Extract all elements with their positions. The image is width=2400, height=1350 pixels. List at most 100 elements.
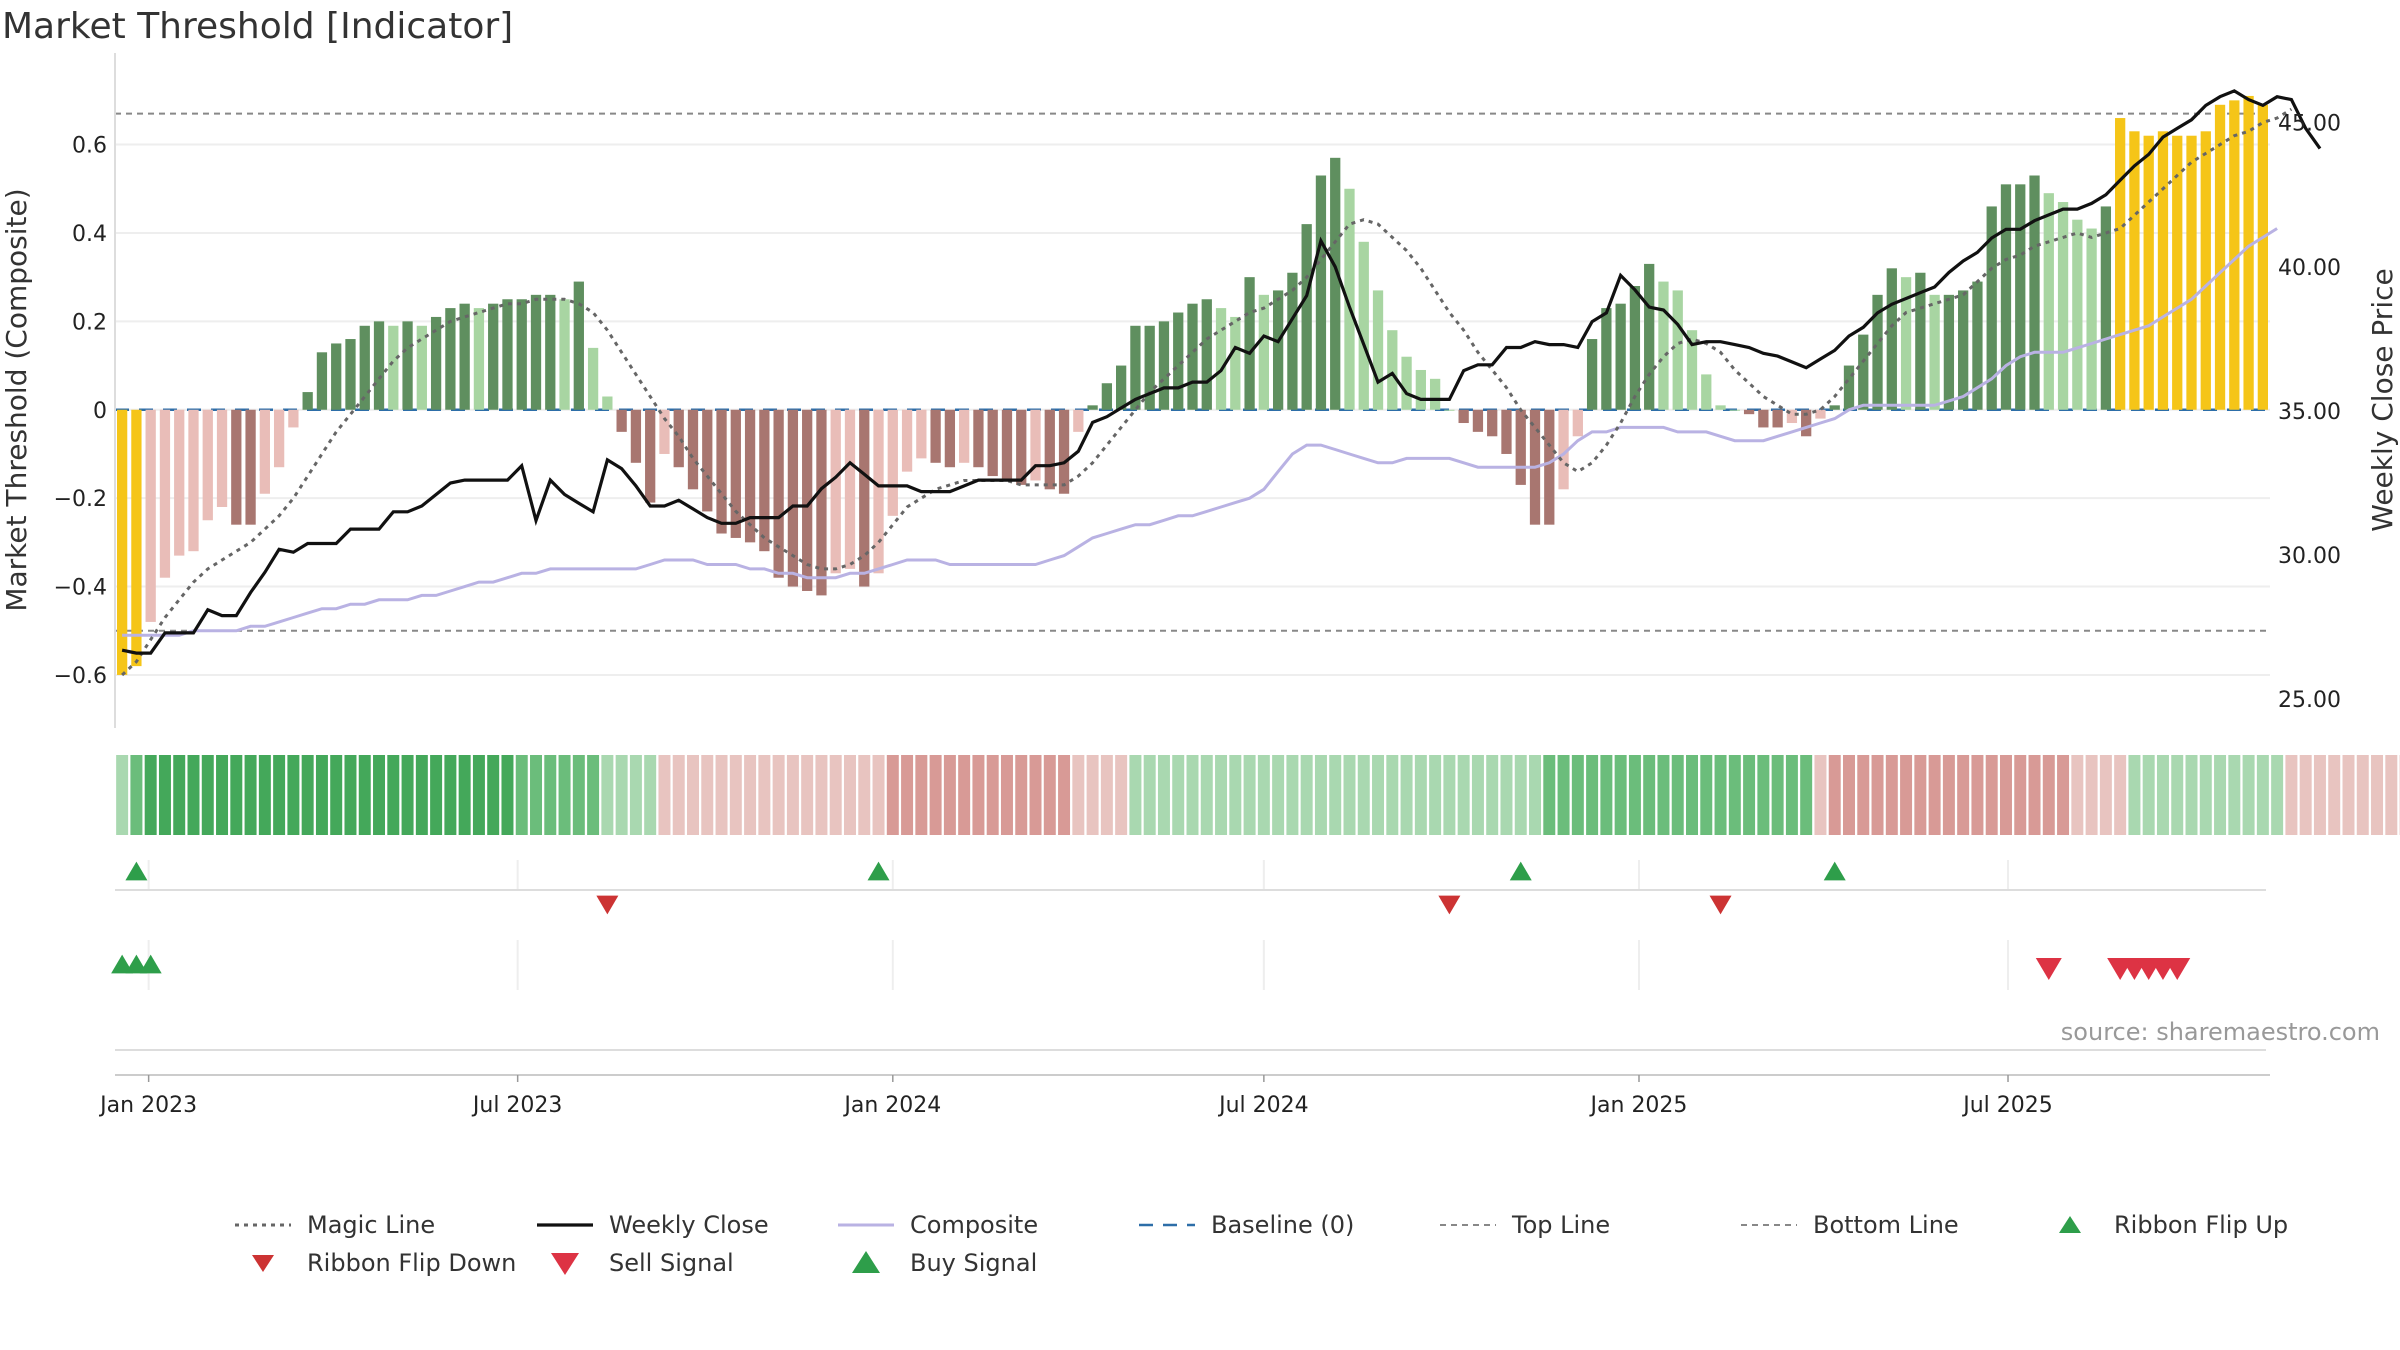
composite-bar bbox=[1401, 356, 1412, 410]
ribbon-cell bbox=[2071, 755, 2084, 835]
ribbon-cell bbox=[2214, 755, 2227, 835]
composite-bar bbox=[388, 325, 399, 410]
ribbon-cell bbox=[173, 755, 186, 835]
composite-bar bbox=[1886, 268, 1897, 410]
composite-bar bbox=[1658, 281, 1669, 410]
ribbon-cell bbox=[444, 755, 457, 835]
ribbon-cell bbox=[287, 755, 300, 835]
ribbon-cell bbox=[1329, 755, 1342, 835]
ribbon-cell bbox=[1357, 755, 1370, 835]
composite-bar bbox=[1344, 188, 1355, 410]
composite-line bbox=[122, 227, 2278, 637]
ribbon-cell bbox=[572, 755, 585, 835]
ribbon-cell bbox=[1015, 755, 1028, 835]
composite-bar bbox=[2029, 175, 2040, 410]
ribbon-cell bbox=[2371, 755, 2384, 835]
composite-bar bbox=[987, 409, 998, 477]
ribbon-cell bbox=[1743, 755, 1756, 835]
composite-bar bbox=[645, 409, 656, 503]
composite-bar bbox=[516, 299, 527, 410]
ribbon-cell bbox=[701, 755, 714, 835]
ribbon-cell bbox=[829, 755, 842, 835]
composite-bar bbox=[202, 409, 213, 521]
composite-bar bbox=[1815, 409, 1826, 419]
ribbon-cell bbox=[1571, 755, 1584, 835]
composite-bar bbox=[1315, 175, 1327, 410]
ribbon-cell bbox=[629, 755, 642, 835]
composite-bar bbox=[2129, 131, 2140, 410]
composite-bar bbox=[1772, 409, 1783, 428]
ribbon-cell bbox=[415, 755, 428, 835]
composite-bar bbox=[1301, 224, 1312, 410]
ribbon-cell bbox=[1985, 755, 1998, 835]
composite-bar bbox=[759, 409, 770, 552]
composite-bar bbox=[1044, 409, 1055, 490]
composite-bar bbox=[2115, 118, 2126, 410]
composite-bar bbox=[630, 409, 642, 463]
ribbon-cell bbox=[1300, 755, 1313, 835]
ribbon-cell bbox=[1386, 755, 1399, 835]
composite-bar bbox=[1173, 312, 1184, 410]
ribbon-cell bbox=[1871, 755, 1884, 835]
ribbon-cell bbox=[387, 755, 400, 835]
composite-bar bbox=[1786, 409, 1798, 424]
composite-bar bbox=[359, 325, 370, 410]
composite-bar bbox=[2186, 135, 2197, 410]
ribbon-cell bbox=[1686, 755, 1698, 835]
ribbon-cell bbox=[1500, 755, 1513, 835]
ribbon-cell bbox=[886, 755, 899, 835]
ribbon-cell bbox=[1728, 755, 1741, 835]
composite-bar bbox=[816, 409, 827, 596]
composite-bar bbox=[188, 409, 199, 552]
magic-line bbox=[121, 107, 2293, 677]
ribbon-cell bbox=[1885, 755, 1898, 835]
composite-bar bbox=[859, 409, 870, 587]
ribbon-cell bbox=[1557, 755, 1570, 835]
composite-bar bbox=[2072, 219, 2083, 410]
composite-bar bbox=[1458, 409, 1469, 424]
composite-bar bbox=[1686, 330, 1698, 410]
composite-bar bbox=[416, 325, 427, 410]
ribbon-cell bbox=[116, 755, 129, 835]
ribbon-cell bbox=[1043, 755, 1056, 835]
composite-bar bbox=[901, 409, 913, 472]
x-tick-label: Jul 2024 bbox=[1217, 1093, 1309, 1118]
composite-bar bbox=[302, 392, 313, 410]
ribbon-cell bbox=[772, 755, 785, 835]
ribbon-cell bbox=[815, 755, 828, 835]
composite-bar bbox=[1586, 339, 1598, 410]
composite-bar bbox=[402, 321, 413, 410]
composite-bar bbox=[316, 352, 328, 410]
ribbon-cell bbox=[2171, 755, 2184, 835]
y-tick-right: 30.00 bbox=[2278, 544, 2341, 569]
composite-bar bbox=[216, 409, 228, 507]
composite-bar bbox=[1415, 369, 1426, 410]
buy-signal-marker bbox=[139, 954, 162, 974]
composite-bar bbox=[2172, 135, 2183, 410]
legend-label: Magic Line bbox=[307, 1211, 435, 1239]
composite-bar bbox=[1387, 330, 1398, 410]
composite-bar bbox=[1244, 277, 1255, 410]
ribbon-cell bbox=[1671, 755, 1684, 835]
ribbon-flip-up-marker bbox=[867, 861, 890, 881]
composite-bar bbox=[1843, 365, 1855, 410]
composite-bar bbox=[930, 409, 941, 463]
ribbon-cell bbox=[1400, 755, 1413, 835]
composite-bar bbox=[844, 409, 856, 569]
legend-swatch bbox=[252, 1255, 274, 1272]
composite-bar bbox=[502, 299, 513, 410]
composite-bar bbox=[702, 409, 713, 512]
ribbon-cell bbox=[487, 755, 500, 835]
ribbon-cell bbox=[187, 755, 200, 835]
ribbon-cell bbox=[1186, 755, 1199, 835]
ribbon-flip-down-marker bbox=[1709, 895, 1732, 915]
composite-bar bbox=[473, 308, 485, 410]
composite-bar bbox=[2200, 131, 2211, 410]
ribbon-cell bbox=[1700, 755, 1713, 835]
ribbon-cell bbox=[315, 755, 328, 835]
composite-bar bbox=[559, 299, 570, 410]
legend-label: Ribbon Flip Up bbox=[2114, 1211, 2288, 1239]
composite-bar bbox=[1829, 405, 1840, 410]
composite-bar bbox=[1701, 374, 1712, 410]
ribbon-cell bbox=[1643, 755, 1656, 835]
